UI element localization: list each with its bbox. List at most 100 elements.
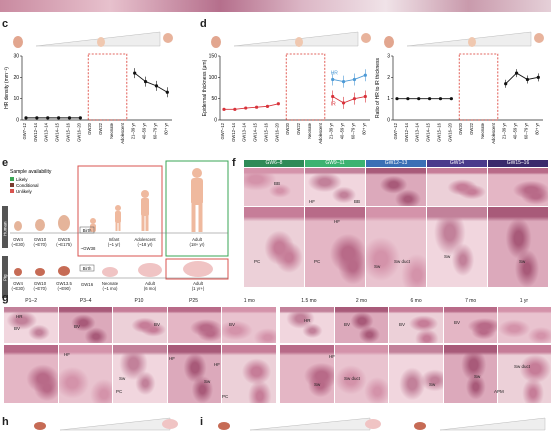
stage-header: GW6–8 <box>244 160 304 167</box>
pig-icon <box>138 263 162 277</box>
histology-image <box>244 207 304 287</box>
x-tick-label: GW22 <box>296 122 301 135</box>
series-label: IR <box>331 102 336 108</box>
pig-icon <box>365 419 381 429</box>
x-tick-label: GW14–15 <box>253 122 258 142</box>
infant-icon <box>295 37 303 47</box>
x-tick-label: GW22 <box>98 122 103 135</box>
histology-image <box>280 345 334 403</box>
data-point <box>536 75 540 79</box>
pig-fetus-icon <box>35 268 45 276</box>
tissue-annotation: HR <box>16 314 23 319</box>
data-point <box>428 97 432 101</box>
person-icon <box>191 168 203 232</box>
tissue-annotation: APM <box>494 389 504 394</box>
panel-label-h: h <box>2 416 9 428</box>
x-tick-label: GW7–12 <box>393 122 398 139</box>
x-tick-label: GW15–16 <box>65 122 70 142</box>
age-header: P1–2 <box>25 298 37 304</box>
svg-text:(~1 mo): (~1 mo) <box>103 286 118 291</box>
y-tick-label: 0 <box>16 118 19 124</box>
tissue-annotation: Sw <box>119 376 126 381</box>
x-tick-label: GW20 <box>458 122 463 135</box>
pig-embryo-icon <box>218 422 230 430</box>
x-tick-label: 60–79 yr <box>350 122 355 139</box>
x-tick-label: 40–59 yr <box>142 122 147 139</box>
data-point <box>255 105 259 109</box>
x-tick-label: 60–79 yr <box>152 122 157 139</box>
human-tag-bg <box>2 206 8 248</box>
svg-text:Neonate: Neonate <box>102 281 119 286</box>
age-header: 7 mo <box>465 298 477 304</box>
data-point <box>331 77 335 82</box>
missing-data-box <box>285 53 326 121</box>
histology-image <box>305 207 365 287</box>
tissue-annotation: PC <box>314 259 321 264</box>
series-line <box>332 74 366 83</box>
data-point <box>46 116 50 120</box>
histology-image <box>334 307 389 343</box>
histology-image <box>366 168 426 206</box>
y-tick-label: 2 <box>387 75 390 81</box>
legend-swatch-conditional <box>10 183 14 187</box>
legend-title: Sample availability <box>10 169 52 175</box>
x-tick-label: GW15–16 <box>436 122 441 142</box>
tissue-annotation: BV <box>399 322 406 327</box>
pig-icon <box>183 261 213 277</box>
svg-text:GW16: GW16 <box>81 282 94 287</box>
svg-text:GW13.5: GW13.5 <box>56 281 72 286</box>
stage-header: GW14 <box>427 160 487 167</box>
y-axis-label: Epidermal thickness (μm) <box>202 59 208 116</box>
x-tick-label: GW14–15 <box>426 122 431 142</box>
tissue-annotation: HF <box>334 219 340 224</box>
data-point <box>154 84 159 88</box>
missing-data-box <box>458 53 499 121</box>
person-icon <box>141 190 149 231</box>
y-tick-label: 0 <box>387 118 390 124</box>
infant-icon <box>468 37 476 47</box>
data-point <box>57 116 61 120</box>
x-tick-label: GW16–20 <box>76 122 81 142</box>
tissue-annotation: HR <box>304 318 311 323</box>
series-line <box>332 96 366 104</box>
histology-image <box>4 307 58 343</box>
panel-label-f: f <box>232 157 236 169</box>
x-tick-label: 21–39 yr <box>502 122 507 139</box>
svg-text:~GW38: ~GW38 <box>81 246 96 251</box>
x-tick-label: GW20 <box>87 122 92 135</box>
histology-image <box>488 207 548 287</box>
tissue-annotation: HF <box>169 356 175 361</box>
tissue-annotation: BV <box>14 326 21 331</box>
chart-d2: 0 1 2 3 Ratio of HR to IR thickness GW7–12 GW1… <box>375 31 544 144</box>
x-tick-label: GW13–14 <box>44 122 49 142</box>
tissue-annotation: BV <box>229 322 236 327</box>
tissue-annotation: BV <box>454 320 461 325</box>
panel-label-c: c <box>2 18 9 30</box>
x-tick-label: 21–39 yr <box>131 122 136 139</box>
fetus-icon <box>58 215 70 231</box>
x-tick-label: Neonate <box>307 122 312 139</box>
x-tick-label: GW12–14 <box>231 122 236 142</box>
embryo-icon <box>13 36 23 48</box>
piglet-icon <box>102 267 118 277</box>
tissue-annotation: HF <box>64 352 70 357</box>
human-unlikely-box <box>77 165 163 257</box>
x-tick-label: GW14–15 <box>55 122 60 142</box>
tissue-annotation: Sw <box>474 374 481 379</box>
x-tick-label: 60–79 yr <box>523 122 528 139</box>
legend-likely: Likely <box>16 177 28 182</box>
histology-image <box>389 345 443 403</box>
data-point <box>352 97 357 101</box>
svg-text:GW4: GW4 <box>13 237 23 242</box>
series-line <box>505 72 539 85</box>
missing-data-box <box>87 53 128 121</box>
x-tick-label: GW12–14 <box>404 122 409 142</box>
embryo-icon <box>211 36 221 48</box>
data-point <box>244 106 248 110</box>
histology-image <box>167 307 222 343</box>
data-point <box>504 82 508 86</box>
histology-image <box>389 307 443 343</box>
data-point <box>449 97 453 101</box>
svg-text:(~E70): (~E70) <box>33 286 47 291</box>
